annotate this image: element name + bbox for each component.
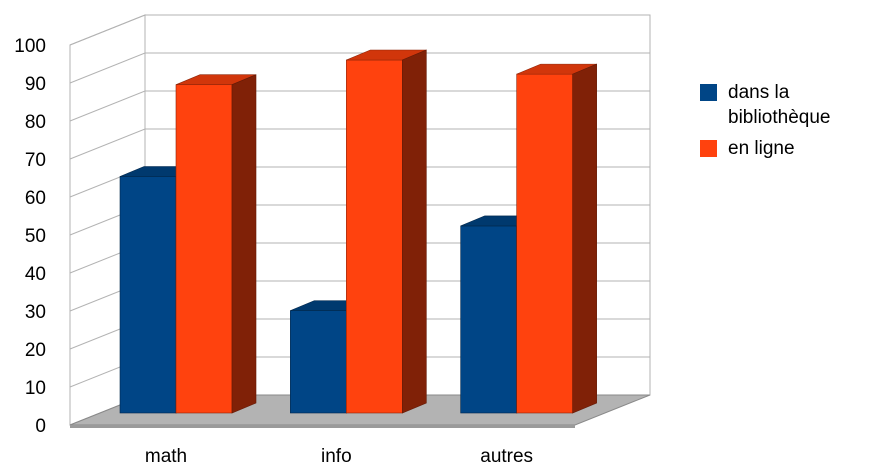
y-tick-label-0: 0 bbox=[35, 416, 46, 437]
y-tick-label-30: 30 bbox=[25, 302, 46, 323]
legend: dans la bibliothèque en ligne bbox=[700, 80, 870, 167]
gridline bbox=[69, 128, 650, 160]
y-tick-label-50: 50 bbox=[25, 226, 46, 247]
bar-front bbox=[175, 84, 233, 414]
gridline bbox=[69, 52, 650, 84]
bar-autres-1 bbox=[516, 63, 597, 414]
bar-front bbox=[290, 310, 347, 414]
y-tick-label-40: 40 bbox=[25, 264, 46, 285]
bar-front bbox=[119, 176, 177, 414]
legend-swatch-series-0 bbox=[700, 84, 717, 101]
y-tick-label-20: 20 bbox=[25, 340, 46, 361]
legend-label-series-1: en ligne bbox=[728, 138, 795, 159]
legend-label-series-0: dans la bibliothèque bbox=[728, 82, 831, 128]
gridline bbox=[69, 90, 650, 122]
bar-side bbox=[231, 74, 257, 414]
bar-math-1 bbox=[175, 74, 257, 414]
gridline bbox=[69, 14, 650, 46]
legend-item-series-1: en ligne bbox=[700, 136, 870, 161]
floor-edge bbox=[70, 425, 575, 428]
y-tick-label-10: 10 bbox=[25, 378, 46, 399]
x-tick-label-info: info bbox=[321, 446, 352, 467]
bars bbox=[119, 49, 597, 414]
y-tick-label-60: 60 bbox=[25, 188, 46, 209]
y-tick-label-70: 70 bbox=[25, 150, 46, 171]
legend-swatch-series-1 bbox=[700, 140, 717, 157]
y-tick-label-100: 100 bbox=[14, 36, 46, 57]
x-tick-label-autres: autres bbox=[480, 446, 533, 467]
bar-front bbox=[460, 225, 517, 414]
x-tick-label-math: math bbox=[145, 446, 187, 467]
bar-front bbox=[516, 73, 573, 414]
x-axis-category-labels: math info autres bbox=[145, 446, 533, 467]
bar-info-1 bbox=[346, 49, 427, 414]
bar-side bbox=[572, 63, 597, 414]
bar-side bbox=[402, 49, 427, 414]
legend-item-series-0: dans la bibliothèque bbox=[700, 80, 870, 130]
bar-front bbox=[346, 59, 403, 414]
y-axis-tick-labels: 0 10 20 30 40 50 60 70 80 90 100 bbox=[14, 36, 46, 437]
y-tick-label-80: 80 bbox=[25, 112, 46, 133]
y-tick-label-90: 90 bbox=[25, 74, 46, 95]
